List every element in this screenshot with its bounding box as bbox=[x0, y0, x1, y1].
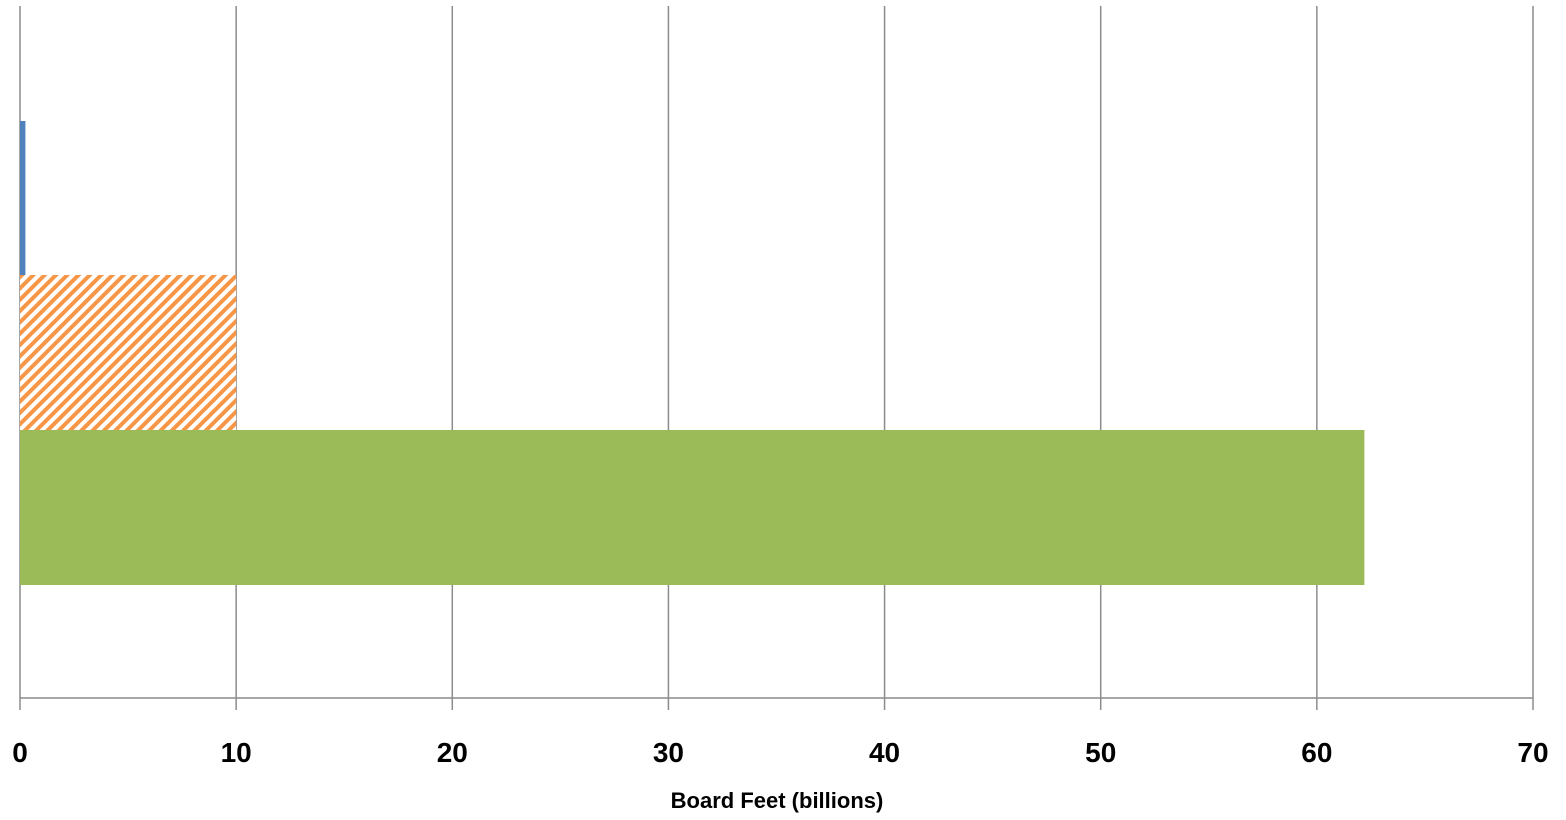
bar-2 bbox=[20, 275, 237, 430]
x-tick-label-40: 40 bbox=[869, 737, 900, 768]
bar-1 bbox=[20, 121, 26, 276]
x-tick-label-30: 30 bbox=[653, 737, 684, 768]
x-tick-label-20: 20 bbox=[437, 737, 468, 768]
bar-3 bbox=[20, 430, 1365, 585]
x-tick-label-60: 60 bbox=[1301, 737, 1332, 768]
x-tick-label-0: 0 bbox=[12, 737, 28, 768]
bars bbox=[20, 121, 1365, 585]
x-axis-title: Board Feet (billions) bbox=[671, 788, 884, 813]
x-axis bbox=[19, 697, 1534, 710]
gridlines bbox=[19, 6, 1534, 698]
x-tick-label-70: 70 bbox=[1517, 737, 1548, 768]
x-tick-label-50: 50 bbox=[1085, 737, 1116, 768]
x-tick-label-10: 10 bbox=[221, 737, 252, 768]
x-tick-labels: 0 10 20 30 40 50 60 70 bbox=[12, 737, 1548, 768]
